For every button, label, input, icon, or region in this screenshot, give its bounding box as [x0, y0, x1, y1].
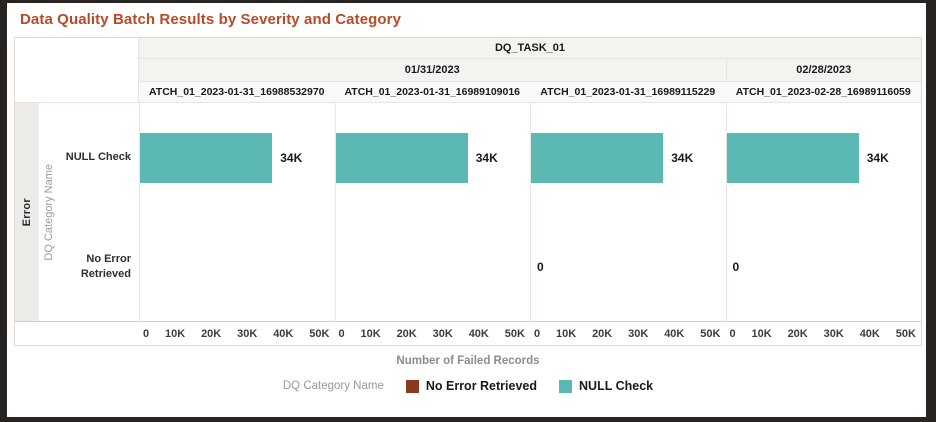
row-label-null-check: NULL Check — [65, 151, 131, 164]
x-axis-tick: 30K — [628, 327, 649, 340]
x-axis-tick: 20K — [201, 327, 222, 340]
x-axis-tick: 40K — [664, 327, 685, 340]
category-axis-label: DQ Category Name — [43, 163, 55, 261]
severity-band: Error — [15, 103, 39, 322]
legend-swatch-icon — [405, 379, 419, 393]
legend-item[interactable]: No Error Retrieved — [405, 379, 538, 393]
null-check-row: 34K — [335, 103, 531, 212]
null-check-bar[interactable] — [140, 132, 273, 183]
no-error-row: 0 — [727, 212, 922, 321]
task-header-cell: DQ_TASK_01 — [139, 38, 921, 59]
x-axis-tick: 40K — [273, 327, 294, 340]
zero-value-label: 0 — [732, 259, 740, 274]
x-axis-tick: 0 — [338, 327, 345, 340]
x-axis-tick: 30K — [432, 327, 453, 340]
x-axis: 0 10K 20K 30K 40K 50K — [334, 322, 530, 345]
legend-title: DQ Category Name — [282, 380, 384, 392]
no-error-row: 0 — [531, 212, 726, 321]
null-check-bar[interactable] — [726, 132, 859, 183]
x-axis-tick: 0 — [534, 327, 541, 340]
null-check-bar[interactable] — [335, 132, 468, 183]
no-error-row — [336, 212, 531, 321]
legend: DQ Category Name No Error Retrieved NULL … — [14, 379, 922, 393]
chart-panel: 34K — [334, 103, 531, 322]
date-header-cell-2: 02/28/2023 — [725, 59, 921, 82]
batch-header-cell: ATCH_01_2023-01-31_16989115229 — [530, 82, 726, 103]
category-axis-band: DQ Category Name — [39, 103, 59, 322]
trellis-chart: DQ_TASK_01 01/31/2023 02/28/2023 Error D… — [14, 37, 922, 346]
x-axis-tick: 50K — [504, 327, 525, 340]
null-check-row: 34K — [531, 103, 726, 212]
no-error-row — [140, 212, 335, 321]
x-axis-tick: 0 — [729, 327, 736, 340]
x-axis-tick: 20K — [592, 327, 613, 340]
x-axis-tick: 50K — [895, 327, 916, 340]
x-axis: 0 10K 20K 30K 40K 50K — [139, 322, 335, 345]
chart-panel: 34K 0 — [725, 103, 922, 322]
bar-value-label: 34K — [866, 150, 889, 165]
x-axis-tick: 20K — [396, 327, 417, 340]
x-axis-tick: 0 — [143, 327, 150, 340]
x-axis-tick: 50K — [700, 327, 721, 340]
null-check-row: 34K — [726, 103, 922, 212]
x-axis: 0 10K 20K 30K 40K 50K — [725, 322, 921, 345]
x-axis-tick: 40K — [468, 327, 489, 340]
page-title: Data Quality Batch Results by Severity a… — [20, 11, 402, 28]
legend-item-label: NULL Check — [579, 379, 654, 393]
null-check-bar[interactable] — [531, 132, 664, 183]
x-axis-tick: 10K — [751, 327, 772, 340]
bar-value-label: 34K — [475, 150, 498, 165]
batch-header-cell: ATCH_01_2023-01-31_16988532970 — [139, 82, 335, 103]
x-axis-tick: 50K — [309, 327, 330, 340]
severity-label: Error — [21, 197, 33, 227]
x-axis-tick: 10K — [360, 327, 381, 340]
row-label-no-error: No Error Retrieved — [80, 252, 131, 280]
zero-value-label: 0 — [537, 259, 544, 274]
chart-panel: 34K — [139, 103, 335, 322]
x-axis-tick: 30K — [823, 327, 844, 340]
date-header-cell-1: 01/31/2023 — [139, 59, 726, 82]
x-axis-tick: 40K — [859, 327, 880, 340]
bar-value-label: 34K — [280, 150, 303, 165]
category-row-labels: NULL Check No Error Retrieved — [59, 103, 139, 322]
x-axis-tick: 20K — [787, 327, 808, 340]
legend-item[interactable]: NULL Check — [559, 379, 653, 393]
x-axis: 0 10K 20K 30K 40K 50K — [530, 322, 726, 345]
batch-header-cell: ATCH_01_2023-01-31_16989109016 — [334, 82, 530, 103]
batch-header-cell: ATCH_01_2023-02-28_16989116059 — [725, 82, 921, 103]
x-axis-title: Number of Failed Records — [396, 355, 540, 367]
x-axis-tick: 10K — [556, 327, 577, 340]
null-check-row: 34K — [140, 103, 335, 212]
bar-value-label: 34K — [671, 150, 694, 165]
x-axis-tick: 30K — [237, 327, 258, 340]
axis-row-filler — [15, 322, 139, 345]
legend-item-label: No Error Retrieved — [425, 379, 538, 393]
x-axis-tick: 10K — [165, 327, 186, 340]
chart-panel: 34K 0 — [530, 103, 726, 322]
report-canvas: Data Quality Batch Results by Severity a… — [7, 3, 926, 417]
legend-swatch-icon — [559, 379, 573, 393]
header-corner-cell — [15, 38, 139, 103]
